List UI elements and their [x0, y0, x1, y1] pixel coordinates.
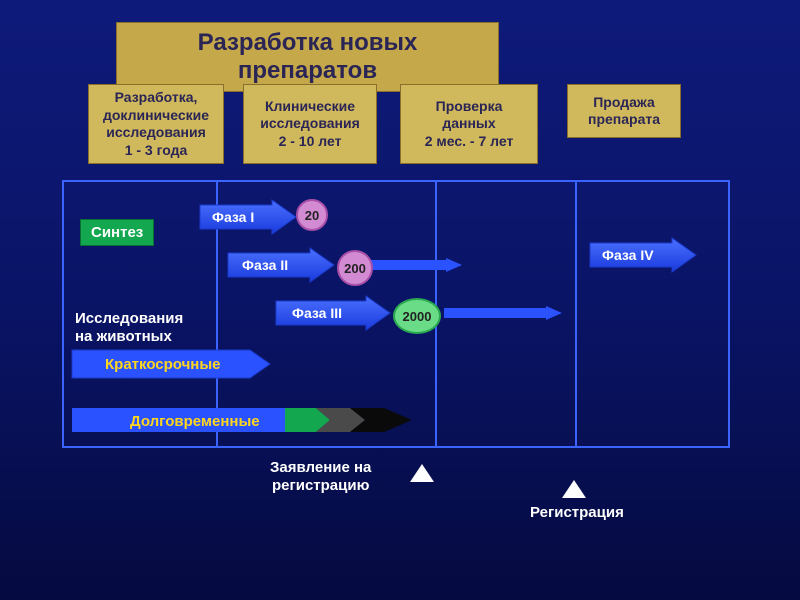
stage1-l3: исследования: [103, 124, 209, 142]
application-marker: [410, 464, 434, 482]
animal-l2: на животных: [75, 328, 183, 346]
animal-research-label: Исследования на животных: [75, 310, 183, 346]
stage4-l1: Продажа: [588, 94, 660, 112]
stage3-l1: Проверка: [425, 98, 514, 116]
short-term-text: Краткосрочные: [105, 356, 221, 373]
synthesis-box: Синтез: [80, 219, 154, 246]
stage1-l2: доклинические: [103, 107, 209, 125]
stage1-l4: 1 - 3 года: [103, 142, 209, 160]
stage2-l3: 2 - 10 лет: [260, 133, 360, 151]
stage4-l2: препарата: [588, 111, 660, 129]
registration-text: Регистрация: [530, 504, 624, 521]
stage-box-1: Разработка, доклинические исследования 1…: [88, 84, 224, 164]
short-term-label: Краткосрочные: [105, 356, 221, 373]
badge-200: 200: [337, 250, 373, 286]
badge-200-text: 200: [344, 261, 366, 276]
phase3-arrow: Фаза III: [276, 296, 390, 330]
synthesis-label: Синтез: [91, 224, 143, 241]
application-l1: Заявление на: [270, 459, 371, 477]
phase1-text: Фаза I: [212, 209, 254, 225]
phase2-arrow: Фаза II: [228, 248, 334, 282]
stage-box-3: Проверка данных 2 мес. - 7 лет: [400, 84, 538, 164]
stage-box-4: Продажа препарата: [567, 84, 681, 138]
phase2-text: Фаза II: [242, 257, 288, 273]
long-term-label: Долговременные: [130, 413, 260, 430]
badge-20-text: 20: [305, 208, 319, 223]
registration-label: Регистрация: [530, 504, 624, 522]
stage3-l2: данных: [425, 115, 514, 133]
phase1-arrow: Фаза I: [200, 200, 296, 234]
animal-l1: Исследования: [75, 310, 183, 328]
stage1-l1: Разработка,: [103, 89, 209, 107]
page-title: Разработка новых препаратов: [116, 22, 499, 92]
long-term-text: Долговременные: [130, 413, 260, 430]
stage2-l1: Клинические: [260, 98, 360, 116]
phase3-text: Фаза III: [292, 305, 342, 321]
application-label: Заявление на регистрацию: [270, 459, 371, 495]
application-l2: регистрацию: [270, 477, 371, 495]
badge-2000: 2000: [393, 298, 441, 334]
stage3-l3: 2 мес. - 7 лет: [425, 133, 514, 151]
badge-2000-text: 2000: [403, 309, 432, 324]
divider-3: [575, 180, 577, 448]
stage-box-2: Клинические исследования 2 - 10 лет: [243, 84, 377, 164]
title-text: Разработка новых препаратов: [198, 29, 418, 84]
stage2-l2: исследования: [260, 115, 360, 133]
phase3-ext-arrow: [444, 306, 562, 320]
phase4-text: Фаза IV: [602, 247, 654, 263]
registration-marker: [562, 480, 586, 498]
badge-20: 20: [296, 199, 328, 231]
phase4-arrow: Фаза IV: [590, 238, 696, 272]
